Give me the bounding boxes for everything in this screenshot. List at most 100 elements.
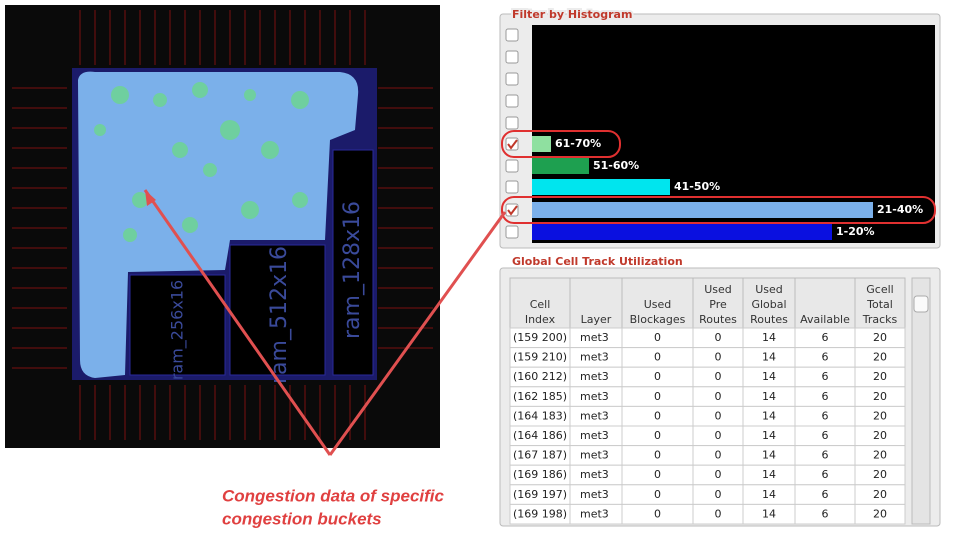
panel-title: Filter by Histogram	[512, 8, 632, 21]
column-header: Tracks	[862, 313, 898, 326]
cell-text: 20	[873, 488, 887, 501]
annotation-text: Congestion data of specific	[222, 486, 445, 505]
table-panel: Global Cell Track Utilization Cell Index L…	[499, 255, 941, 527]
cell-text: 14	[762, 409, 776, 422]
cell-text: 6	[822, 468, 829, 481]
cell	[854, 503, 906, 525]
check-mark	[507, 139, 518, 150]
cell-text: 0	[715, 488, 722, 501]
cell-text: 20	[873, 507, 887, 520]
cell-text: 6	[822, 351, 829, 364]
cell-text: 0	[654, 429, 661, 442]
column-header: Pre	[709, 298, 727, 311]
column-header: Gcell	[866, 283, 893, 296]
cell-text: 14	[762, 390, 776, 403]
histogram-panel: Filter by Histogram 61-70% 51-60% 41-50% 21…	[499, 6, 941, 249]
cell-text: met3	[580, 507, 609, 520]
histogram-bar	[532, 224, 832, 240]
histogram-bar	[532, 179, 670, 195]
header-cell	[569, 277, 623, 329]
panel-title: Global Cell Track Utilization	[512, 255, 683, 268]
histogram-bar	[532, 158, 589, 174]
cell-text: (169 186)	[513, 468, 567, 481]
cell-text: 6	[822, 429, 829, 442]
cell-text: met3	[580, 390, 609, 403]
bucket-label: 21-40%	[877, 203, 923, 216]
cell-text: 20	[873, 429, 887, 442]
cell-text: 14	[762, 351, 776, 364]
cell-text: 6	[822, 488, 829, 501]
cell-text: 20	[873, 468, 887, 481]
cell-text: 0	[715, 507, 722, 520]
bucket-label: 1-20%	[836, 225, 875, 238]
cell-text: 14	[762, 507, 776, 520]
cell-text: met3	[580, 488, 609, 501]
cell-text: 0	[715, 409, 722, 422]
cell-text: 14	[762, 370, 776, 383]
header-cell	[794, 277, 856, 329]
cell-text: (159 210)	[513, 351, 567, 364]
header-cell	[692, 277, 744, 329]
annotation: Congestion data of specific congestion bu…	[143, 189, 507, 528]
cell-text: (162 185)	[513, 390, 567, 403]
checkbox[interactable]	[505, 225, 519, 239]
cell-text: (159 200)	[513, 331, 567, 344]
column-header: Cell	[530, 298, 551, 311]
column-header: Used	[755, 283, 783, 296]
column-header: Used	[704, 283, 732, 296]
checkbox[interactable]	[505, 159, 519, 173]
cell-text: 0	[654, 331, 661, 344]
cell-text: 0	[654, 409, 661, 422]
header-cell	[854, 277, 906, 329]
column-header: Total	[866, 298, 893, 311]
histogram-bar	[532, 136, 551, 152]
cell-text: (160 212)	[513, 370, 567, 383]
cell-text: 0	[654, 507, 661, 520]
cell-text: 0	[715, 429, 722, 442]
bucket-label: 41-50%	[674, 180, 720, 193]
cell-text: 6	[822, 331, 829, 344]
cell-text: (169 197)	[513, 488, 567, 501]
header-cell	[509, 277, 571, 329]
block-label: ram_128x16	[340, 201, 365, 339]
cell-text: (164 183)	[513, 409, 567, 422]
cell-text: 6	[822, 507, 829, 520]
column-header: Global	[751, 298, 786, 311]
layout-view: ram_128x16 ram_512x16 ram_256x16	[5, 5, 440, 448]
block-label: ram_512x16	[267, 246, 292, 384]
cell-text: 0	[654, 351, 661, 364]
cell-text: met3	[580, 429, 609, 442]
cell-text: 0	[715, 449, 722, 462]
bucket-label: 61-70%	[555, 137, 601, 150]
cell-text: 20	[873, 390, 887, 403]
cell-text: 20	[873, 331, 887, 344]
highlight	[501, 130, 621, 158]
cell-text: met3	[580, 449, 609, 462]
checkbox[interactable]	[505, 203, 519, 217]
cell-text: 14	[762, 331, 776, 344]
cell-text: 20	[873, 370, 887, 383]
cell-text: 14	[762, 468, 776, 481]
column-header: Index	[525, 313, 556, 326]
annotation-text: congestion buckets	[222, 509, 382, 528]
checkbox[interactable]	[505, 180, 519, 194]
checkbox[interactable]	[505, 137, 519, 151]
cell-text: 20	[873, 351, 887, 364]
cell-text: (169 198)	[513, 507, 567, 520]
column-header: Routes	[750, 313, 788, 326]
cell-text: 6	[822, 370, 829, 383]
column-header: Blockages	[630, 313, 686, 326]
column-header: Available	[800, 313, 850, 326]
cell-text: 0	[654, 488, 661, 501]
block-label: ram_256x16	[168, 280, 188, 380]
cell-text: 0	[715, 390, 722, 403]
cell-text: (164 186)	[513, 429, 567, 442]
cell-text: 6	[822, 449, 829, 462]
cell-text: 0	[715, 370, 722, 383]
column-header: Routes	[699, 313, 737, 326]
cell-text: met3	[580, 468, 609, 481]
cell-text: 0	[715, 468, 722, 481]
cell-text: 0	[654, 370, 661, 383]
